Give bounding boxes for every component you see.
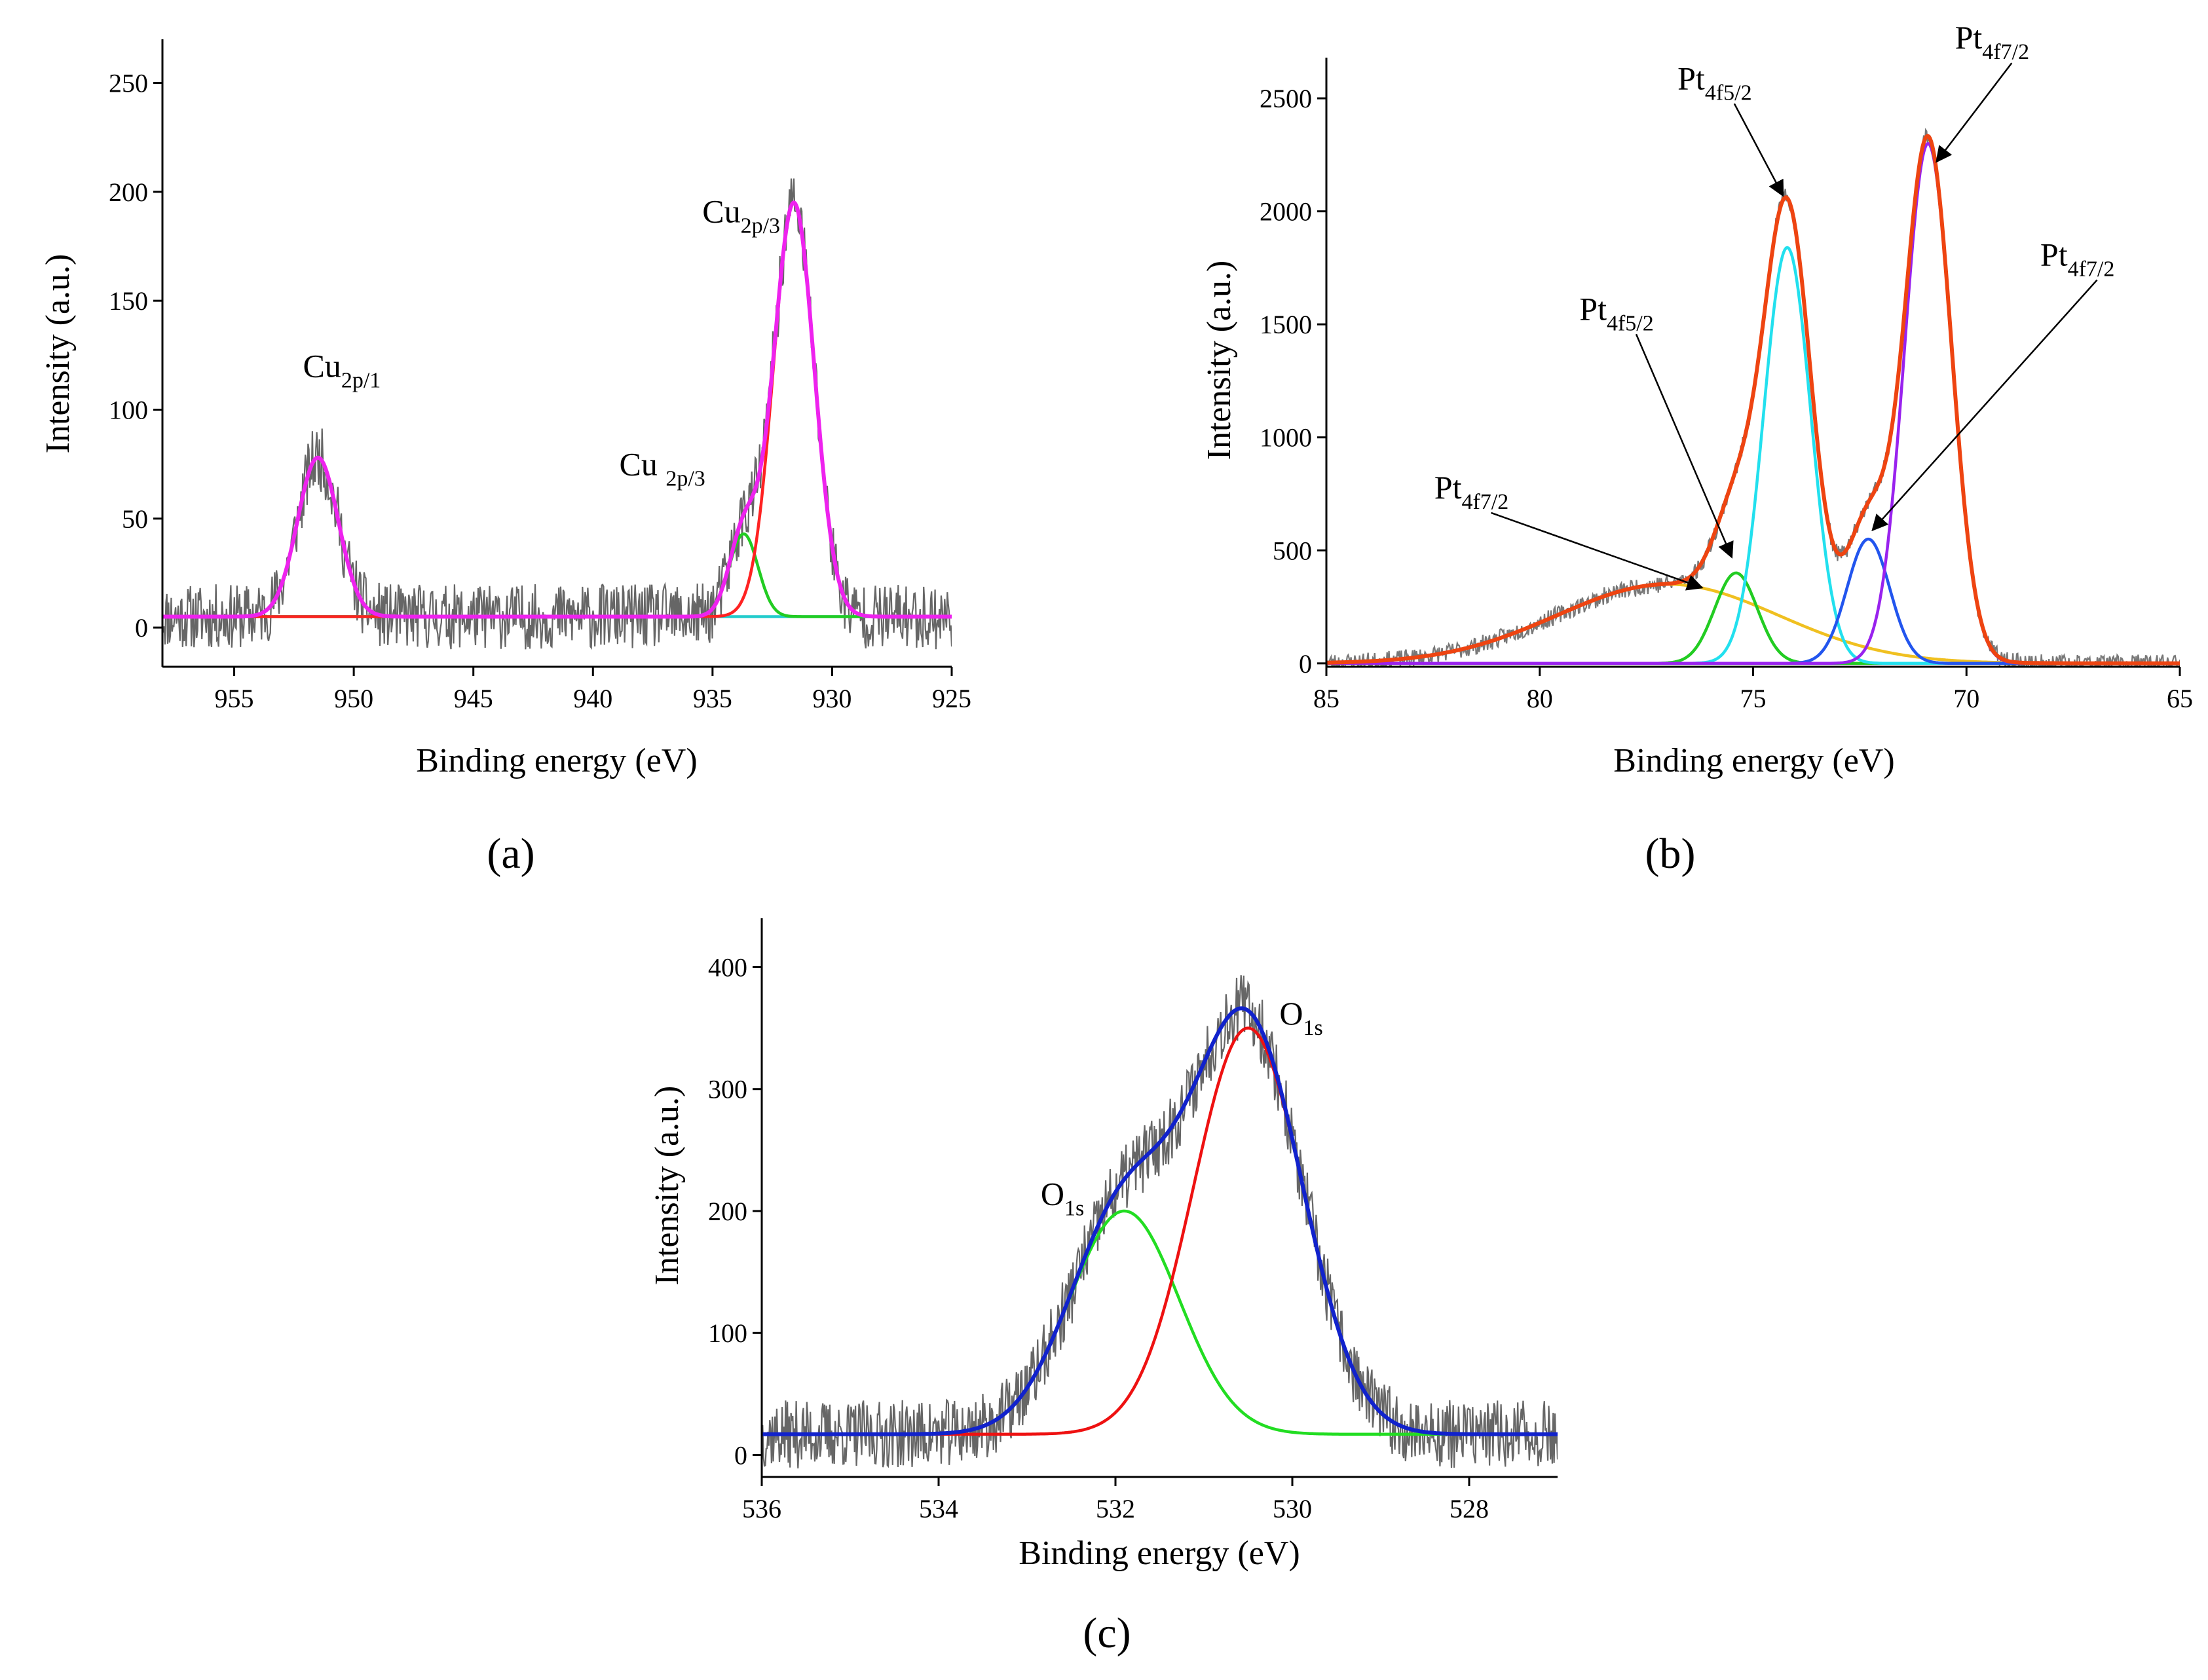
y-tick-label: 2000 (1260, 197, 1312, 227)
annotation-arrow (1491, 512, 1704, 591)
series-o1s-530-5-ev-line (762, 1026, 1558, 1436)
series-envelope-line (1326, 134, 2180, 665)
x-tick-label: 950 (334, 684, 373, 713)
x-tick-label: 940 (573, 684, 612, 713)
y-tick-label: 2500 (1260, 84, 1312, 113)
raw-spectrum-line (762, 975, 1558, 1468)
y-tick-label: 50 (122, 504, 148, 534)
panel-label-a: (a) (487, 830, 534, 878)
peak-annotation: Pt4f7/2 (1955, 19, 2029, 64)
x-tick-label: 532 (1096, 1494, 1135, 1523)
peak-annotation: Pt4f5/2 (1579, 290, 1653, 335)
annotation-arrow (1733, 103, 1784, 197)
x-tick-label: 70 (1953, 684, 1979, 713)
y-tick-label: 300 (708, 1075, 747, 1104)
peak-annotation: Pt4f7/2 (1434, 469, 1508, 514)
x-tick-label: 955 (215, 684, 254, 713)
y-tick-label: 100 (708, 1318, 747, 1348)
x-tick-label: 930 (812, 684, 851, 713)
peak-annotation: O1s (1279, 995, 1322, 1040)
y-axis-title: Intensity (a.u.) (648, 1086, 686, 1286)
x-axis-title: Binding energy (eV) (1613, 742, 1894, 779)
y-axis-title: Intensity (a.u.) (39, 254, 77, 454)
y-tick-label: 400 (708, 952, 747, 982)
x-tick-label: 80 (1527, 684, 1553, 713)
raw-spectrum-line (162, 178, 952, 650)
annotation-arrow (1635, 333, 1734, 559)
peak-annotation: Cu2p/3 (702, 193, 780, 238)
x-tick-label: 534 (919, 1494, 958, 1523)
y-tick-label: 0 (135, 613, 148, 643)
x-tick-label: 85 (1313, 684, 1339, 713)
x-tick-label: 65 (2167, 684, 2193, 713)
y-tick-label: 150 (109, 286, 148, 316)
y-tick-label: 250 (109, 69, 148, 98)
y-tick-label: 0 (1299, 649, 1312, 679)
y-tick-label: 200 (708, 1197, 747, 1226)
y-tick-label: 200 (109, 177, 148, 207)
x-tick-label: 945 (454, 684, 493, 713)
series-envelope-line (762, 1006, 1558, 1436)
peak-annotation: Cu 2p/3 (620, 445, 705, 491)
peak-annotation: O1s (1041, 1176, 1084, 1221)
y-tick-label: 0 (734, 1440, 747, 1470)
y-tick-label: 1000 (1260, 423, 1312, 453)
peak-annotation: Pt4f7/2 (2040, 236, 2114, 281)
annotation-arrow (1871, 279, 2098, 532)
x-tick-label: 925 (932, 684, 971, 713)
y-axis-title: Intensity (a.u.) (1201, 261, 1238, 460)
y-tick-label: 1500 (1260, 310, 1312, 339)
y-tick-label: 100 (109, 395, 148, 424)
x-tick-label: 935 (693, 684, 732, 713)
x-axis-title: Binding energy (eV) (416, 742, 697, 779)
x-tick-label: 75 (1740, 684, 1767, 713)
x-tick-label: 536 (742, 1494, 781, 1523)
x-axis-title: Binding energy (eV) (1019, 1535, 1300, 1572)
series-envelope-line (162, 200, 952, 619)
peak-annotation: Cu2p/1 (303, 348, 381, 393)
y-tick-label: 500 (1273, 536, 1312, 565)
chart-panel-a: 955 950 945 940 935 930 925 0 50 100 150 200 250 Cu2… (39, 39, 971, 878)
chart-panel-c: 536 534 532 530 528 0 100 200 300 400 O1s O1s Bind… (648, 918, 1558, 1657)
peak-annotation: Pt4f5/2 (1677, 60, 1751, 105)
panel-label-b: (b) (1645, 830, 1696, 878)
x-tick-label: 528 (1450, 1494, 1489, 1523)
chart-panel-b: 85 80 75 70 65 0 500 1000 1500 2000 2500 Pt4f7/2 Pt… (1201, 19, 2193, 878)
x-tick-label: 530 (1273, 1494, 1312, 1523)
panel-label-c: (c) (1083, 1609, 1131, 1657)
annotation-arrow (1936, 62, 2013, 163)
